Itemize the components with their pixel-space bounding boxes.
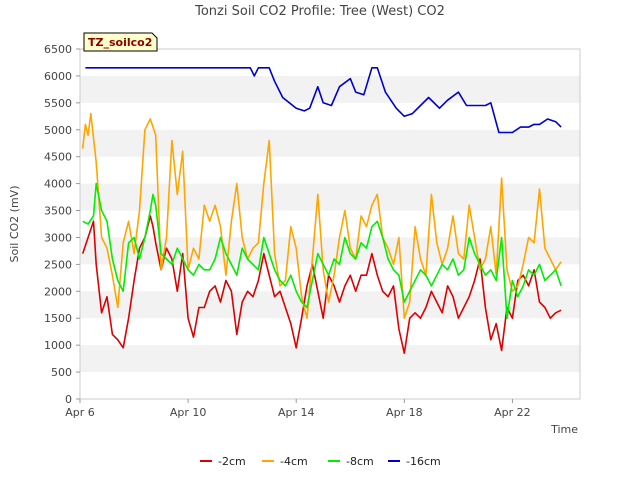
y-axis-label: Soil CO2 (mV) <box>8 186 21 263</box>
series-line-8cm <box>82 182 562 320</box>
plot-band <box>80 75 580 103</box>
series-line-2cm <box>81 215 562 355</box>
x-axis-label: Time <box>550 423 578 436</box>
plot-band <box>80 345 580 373</box>
y-tick-label: 5500 <box>44 97 72 110</box>
y-tick-label: 4000 <box>44 178 72 191</box>
y-tick-label: 5000 <box>44 124 72 137</box>
y-tick-label: 6500 <box>44 43 72 56</box>
plot-bands <box>80 75 580 373</box>
chart-title: Tonzi Soil CO2 Profile: Tree (West) CO2 <box>194 4 445 19</box>
y-tick-label: 2000 <box>44 285 72 298</box>
plot-band <box>80 183 580 211</box>
plot-band <box>80 129 580 157</box>
y-tick-label: 4500 <box>44 151 72 164</box>
legend: -2cm -4cm -8cm -16cm <box>200 455 441 468</box>
dataset-badge-label: TZ_soilco2 <box>88 36 152 49</box>
y-tick-label: 1000 <box>44 339 72 352</box>
x-tick-label: Apr 14 <box>278 406 315 419</box>
y-axis: 0 500 1000 1500 2000 2500 3000 3500 4000 4500 5000… <box>44 43 80 406</box>
dataset-badge: TZ_soilco2 <box>83 32 158 52</box>
legend-item-label: -4cm <box>280 455 308 468</box>
x-axis: Apr 6 Apr 10 Apr 14 Apr 18 Apr 22 <box>65 399 531 419</box>
x-tick-label: Apr 22 <box>494 406 531 419</box>
x-tick-label: Apr 18 <box>386 406 423 419</box>
y-tick-label: 2500 <box>44 258 72 271</box>
legend-item-label: -16cm <box>406 455 441 468</box>
legend-item-label: -2cm <box>218 455 246 468</box>
y-tick-label: 0 <box>65 393 72 406</box>
legend-item-label: -8cm <box>346 455 374 468</box>
x-tick-label: Apr 6 <box>65 406 95 419</box>
series-line-4cm <box>81 112 562 320</box>
series-line-16cm <box>85 67 562 134</box>
y-tick-label: 500 <box>51 366 72 379</box>
y-tick-label: 6000 <box>44 70 72 83</box>
x-tick-label: Apr 10 <box>170 406 207 419</box>
series-lines <box>81 67 562 355</box>
plot-area-border <box>79 48 581 400</box>
y-tick-label: 3500 <box>44 205 72 218</box>
y-tick-label: 1500 <box>44 312 72 325</box>
y-tick-label: 3000 <box>44 231 72 244</box>
